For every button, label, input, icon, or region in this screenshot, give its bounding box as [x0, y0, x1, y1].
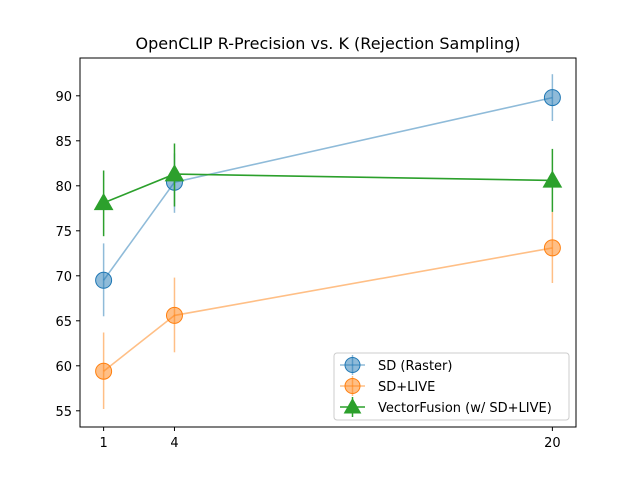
y-tick-label: 75 [55, 225, 72, 240]
y-tick-label: 90 [55, 90, 72, 105]
series-layer [93, 74, 563, 409]
data-point [93, 192, 114, 211]
data-point [164, 164, 185, 182]
y-tick-label: 70 [55, 270, 72, 285]
legend-marker [344, 378, 361, 394]
y-tick-label: 60 [55, 360, 72, 375]
x-tick-label: 20 [544, 436, 561, 451]
plot-frame [79, 57, 577, 428]
data-point [95, 271, 113, 289]
y-tick-label: 80 [55, 180, 72, 195]
x-tick-label: 1 [99, 436, 107, 451]
legend-item-sd-live: SD+LIVE [340, 376, 435, 396]
legend-item-sd-raster: SD (Raster) [340, 355, 452, 375]
y-tick-label: 85 [55, 135, 72, 150]
y-tick-label: 65 [55, 315, 72, 330]
legend-box [333, 352, 570, 421]
legend-label: SD+LIVE [378, 380, 435, 395]
series-vectorfusion-w-sd-live [93, 143, 563, 237]
axes-layer: 55 60 65 70 75 80 85 90 1 4 20 [55, 90, 560, 451]
legend-label: VectorFusion (w/ SD+LIVE) [378, 401, 552, 416]
legend: SD (Raster) SD+LIVE VectorFusion (w/ SD+LI… [333, 352, 570, 421]
y-tick-label: 55 [55, 405, 72, 420]
chart-title: OpenCLIP R-Precision vs. K (Rejection Sa… [136, 34, 521, 53]
data-point [542, 170, 563, 188]
data-point [95, 362, 113, 380]
series-sd-live [95, 211, 561, 409]
data-point [165, 306, 183, 324]
legend-marker [344, 357, 361, 373]
legend-marker [343, 397, 362, 414]
legend-label: SD (Raster) [378, 359, 452, 374]
data-point [543, 89, 561, 107]
x-tick-label: 4 [170, 436, 178, 451]
legend-item-vectorfusion-w-sd-live: VectorFusion (w/ SD+LIVE) [340, 397, 552, 417]
data-point [543, 239, 561, 257]
